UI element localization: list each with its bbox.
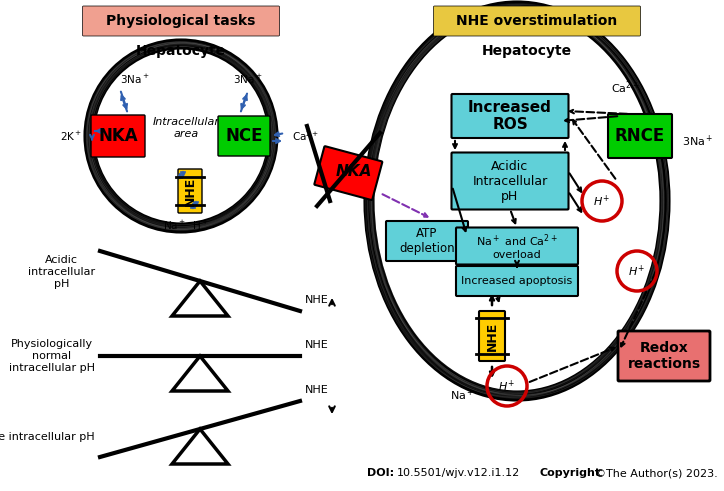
Text: Hepatocyte: Hepatocyte (136, 44, 226, 58)
Text: Na$^+$: Na$^+$ (450, 388, 474, 403)
Text: RNCE: RNCE (615, 127, 665, 145)
Text: Physiologically
normal
intracellular pH: Physiologically normal intracellular pH (9, 339, 95, 373)
FancyBboxPatch shape (434, 6, 641, 36)
Text: Na$^+$: Na$^+$ (162, 219, 185, 232)
Text: Acidic
Intracellular
pH: Acidic Intracellular pH (472, 160, 547, 202)
Text: 3Na$^+$: 3Na$^+$ (233, 73, 263, 85)
Text: ©The Author(s) 2023.: ©The Author(s) 2023. (595, 468, 717, 478)
FancyBboxPatch shape (91, 115, 145, 157)
FancyBboxPatch shape (618, 331, 710, 381)
Text: NKA: NKA (98, 127, 138, 145)
Text: H$^+$: H$^+$ (192, 219, 209, 232)
Text: Ca$^{2+}$: Ca$^{2+}$ (610, 80, 639, 96)
Text: Copyright: Copyright (540, 468, 601, 478)
Text: NHE: NHE (305, 385, 329, 395)
Text: H$^+$: H$^+$ (628, 263, 646, 279)
Text: NCE: NCE (225, 127, 263, 145)
Text: Physiological tasks: Physiological tasks (106, 14, 256, 28)
Text: Hepatocyte: Hepatocyte (482, 44, 572, 58)
Text: Alkaline intracellular pH: Alkaline intracellular pH (0, 433, 95, 442)
Text: NHE: NHE (305, 295, 329, 305)
Text: 3Na$^+$: 3Na$^+$ (682, 134, 713, 149)
Text: Ca$^{2+}$: Ca$^{2+}$ (292, 129, 319, 143)
Text: NHE overstimulation: NHE overstimulation (456, 14, 618, 28)
Text: Increased apoptosis: Increased apoptosis (461, 276, 573, 286)
Text: 3Na$^+$: 3Na$^+$ (120, 73, 150, 85)
FancyBboxPatch shape (178, 169, 202, 213)
Text: Na$^+$ and Ca$^{2+}$
overload: Na$^+$ and Ca$^{2+}$ overload (476, 232, 558, 260)
FancyBboxPatch shape (452, 153, 568, 210)
FancyBboxPatch shape (386, 221, 468, 261)
FancyBboxPatch shape (456, 266, 578, 296)
Text: H$^+$: H$^+$ (593, 193, 611, 209)
Text: Redox
reactions: Redox reactions (628, 341, 701, 371)
Text: Increased
ROS: Increased ROS (468, 100, 552, 132)
FancyBboxPatch shape (608, 114, 672, 158)
FancyBboxPatch shape (218, 116, 270, 156)
Text: 10.5501/wjv.v12.i1.12: 10.5501/wjv.v12.i1.12 (397, 468, 521, 478)
FancyBboxPatch shape (456, 227, 578, 265)
FancyBboxPatch shape (314, 146, 382, 200)
FancyBboxPatch shape (83, 6, 279, 36)
Text: Acidic
intracellular
pH: Acidic intracellular pH (28, 255, 95, 289)
Text: Intracellular
area: Intracellular area (153, 117, 219, 139)
Text: H$^+$: H$^+$ (498, 379, 515, 394)
Text: NHE: NHE (183, 176, 196, 206)
Text: NHE: NHE (486, 322, 499, 351)
Text: NHE: NHE (305, 340, 329, 350)
FancyBboxPatch shape (479, 311, 505, 361)
Text: NKA: NKA (336, 164, 372, 179)
FancyBboxPatch shape (452, 94, 568, 138)
Text: ATP
depletion: ATP depletion (399, 227, 455, 255)
Text: 2K$^+$: 2K$^+$ (60, 130, 82, 142)
Text: DOI:: DOI: (367, 468, 394, 478)
